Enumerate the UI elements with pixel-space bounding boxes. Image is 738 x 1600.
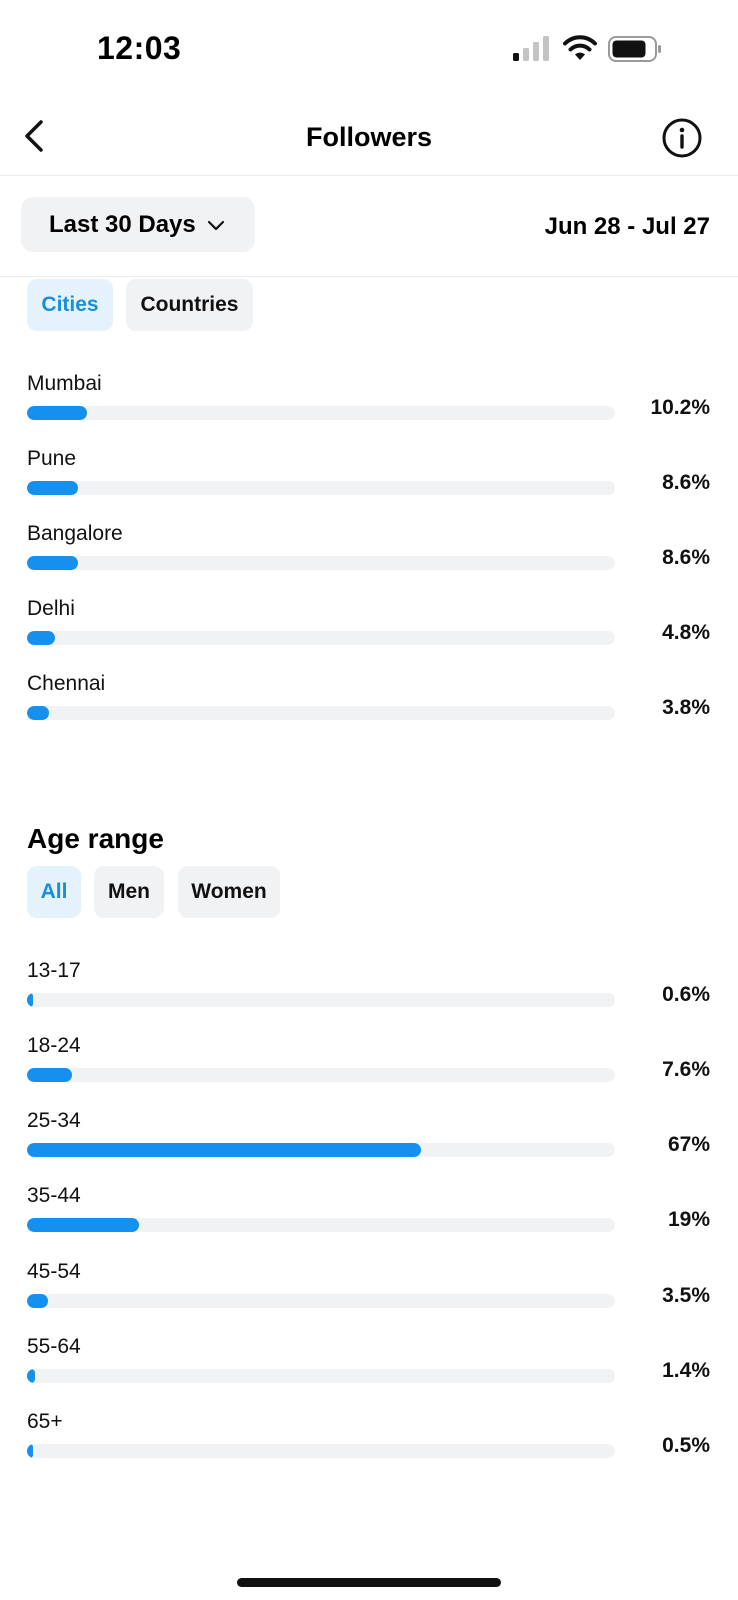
age-label: 18-24 <box>27 1034 81 1057</box>
progress-fill <box>27 993 33 1007</box>
wifi-icon <box>563 35 597 60</box>
city-label: Mumbai <box>27 372 102 395</box>
progress-fill <box>27 1444 33 1458</box>
progress-track <box>27 1294 615 1308</box>
progress-track <box>27 556 615 570</box>
progress-fill <box>27 481 78 495</box>
age-row: 18-24 7.6% <box>0 1034 738 1094</box>
progress-track <box>27 1444 615 1458</box>
age-row: 55-64 1.4% <box>0 1335 738 1395</box>
progress-fill <box>27 1218 139 1232</box>
progress-fill <box>27 1294 48 1308</box>
city-percent: 4.8% <box>662 621 710 644</box>
date-range-label: Last 30 Days <box>49 210 196 238</box>
city-row: Bangalore 8.6% <box>0 522 738 582</box>
city-label: Chennai <box>27 672 106 695</box>
progress-fill <box>27 556 78 570</box>
city-percent: 8.6% <box>662 471 710 494</box>
back-arrow-icon[interactable] <box>18 116 54 156</box>
age-percent: 7.6% <box>662 1058 710 1081</box>
age-label: 25-34 <box>27 1109 81 1132</box>
home-indicator[interactable] <box>237 1578 501 1587</box>
age-percent: 0.5% <box>662 1434 710 1457</box>
info-icon[interactable] <box>661 117 703 159</box>
nav-header: Followers <box>0 100 738 176</box>
status-time: 12:03 <box>97 30 182 66</box>
tab-all[interactable]: All <box>27 866 81 918</box>
progress-fill <box>27 1369 35 1383</box>
progress-track <box>27 406 615 420</box>
city-percent: 8.6% <box>662 546 710 569</box>
progress-track <box>27 993 615 1007</box>
age-label: 35-44 <box>27 1184 81 1207</box>
age-label: 13-17 <box>27 959 81 982</box>
age-label: 55-64 <box>27 1335 81 1358</box>
city-label: Delhi <box>27 597 75 620</box>
chevron-down-icon <box>207 220 224 230</box>
city-label: Bangalore <box>27 522 123 545</box>
progress-track <box>27 481 615 495</box>
progress-track <box>27 1369 615 1383</box>
age-row: 35-44 19% <box>0 1184 738 1244</box>
progress-track <box>27 1068 615 1082</box>
age-percent: 67% <box>667 1133 710 1156</box>
age-row: 13-17 0.6% <box>0 959 738 1019</box>
date-span: Jun 28 - Jul 27 <box>544 213 710 240</box>
tab-countries[interactable]: Countries <box>126 279 253 331</box>
progress-fill <box>27 631 55 645</box>
progress-fill <box>27 1068 72 1082</box>
city-row: Mumbai 10.2% <box>0 372 738 432</box>
age-row: 45-54 3.5% <box>0 1260 738 1320</box>
date-range-dropdown[interactable]: Last 30 Days <box>21 197 255 252</box>
age-label: 45-54 <box>27 1260 81 1283</box>
tab-women[interactable]: Women <box>178 866 280 918</box>
tab-cities[interactable]: Cities <box>27 279 113 331</box>
age-label: 65+ <box>27 1410 63 1433</box>
tab-men[interactable]: Men <box>94 866 164 918</box>
progress-fill <box>27 706 49 720</box>
progress-fill <box>27 406 87 420</box>
city-percent: 3.8% <box>662 696 710 719</box>
progress-fill <box>27 1143 421 1157</box>
city-row: Delhi 4.8% <box>0 597 738 657</box>
city-row: Chennai 3.8% <box>0 672 738 732</box>
cellular-signal-icon <box>513 36 549 61</box>
age-row: 25-34 67% <box>0 1109 738 1169</box>
progress-track <box>27 631 615 645</box>
date-filter-row: Last 30 Days Jun 28 - Jul 27 <box>0 177 738 277</box>
progress-track <box>27 1143 615 1157</box>
age-percent: 3.5% <box>662 1284 710 1307</box>
city-percent: 10.2% <box>650 396 710 419</box>
age-percent: 19% <box>667 1208 710 1231</box>
city-label: Pune <box>27 447 77 470</box>
city-row: Pune 8.6% <box>0 447 738 507</box>
progress-track <box>27 706 615 720</box>
status-bar: 12:03 <box>0 0 738 100</box>
age-percent: 1.4% <box>662 1359 710 1382</box>
page-title: Followers <box>305 122 433 152</box>
age-row: 65+ 0.5% <box>0 1410 738 1470</box>
battery-icon <box>608 36 661 62</box>
age-percent: 0.6% <box>662 983 710 1006</box>
age-range-heading: Age range <box>27 823 164 854</box>
progress-track <box>27 1218 615 1232</box>
